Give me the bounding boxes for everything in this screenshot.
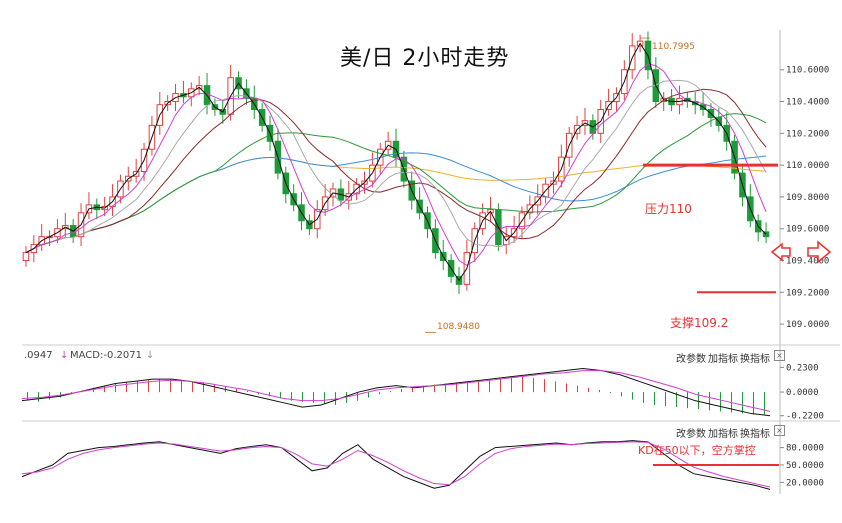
ma-gray-line bbox=[25, 79, 767, 254]
low-price-label: 108.9480 bbox=[437, 322, 480, 332]
price-axis-label: 110.6000 bbox=[786, 66, 829, 76]
macd-axis-label: 0.0000 bbox=[786, 388, 819, 398]
chart-title: 美/日 2小时走势 bbox=[340, 46, 510, 71]
support-label: 支撑109.2 bbox=[670, 316, 729, 330]
ma-magenta-line bbox=[25, 63, 767, 266]
kd-axis-label: 20.0000 bbox=[786, 478, 824, 488]
ma-darkred-line bbox=[25, 88, 767, 254]
candle-up bbox=[22, 252, 30, 262]
price-axis-label: 109.0000 bbox=[786, 320, 829, 330]
price-axis-label: 109.6000 bbox=[786, 225, 829, 235]
high-price-label: 110.7995 bbox=[652, 42, 695, 52]
kd-axis-label: 50.0000 bbox=[786, 461, 824, 471]
macd-line bbox=[21, 367, 771, 417]
resistance-label: 压力110 bbox=[645, 202, 692, 216]
arrow-left-icon bbox=[770, 242, 791, 262]
price-axis-label: 110.4000 bbox=[786, 98, 829, 108]
macd-header-value: .0947 bbox=[24, 350, 53, 361]
kd-k-line bbox=[21, 440, 771, 490]
macd-params-button[interactable]: 改参数 bbox=[676, 354, 706, 365]
kd-axis-label: 80.0000 bbox=[786, 444, 824, 454]
macd-signal-line bbox=[21, 370, 771, 412]
price-axis-label: 110.2000 bbox=[786, 129, 829, 139]
kd-close-icon[interactable]: × bbox=[774, 425, 785, 436]
macd-axis-label: 0.2300 bbox=[786, 363, 819, 373]
ma-black-line bbox=[25, 42, 767, 282]
price-axis-label: 110.0000 bbox=[786, 161, 829, 171]
arrow-right-icon bbox=[807, 240, 832, 264]
macd-close-icon[interactable]: × bbox=[774, 350, 785, 361]
macd-add-indicator-button[interactable]: 加指标 bbox=[708, 354, 738, 365]
kd-swap-indicator-button[interactable]: 换指标 bbox=[740, 429, 770, 440]
price-axis-label: 109.8000 bbox=[786, 193, 829, 203]
kd-annotation-label: KD在50以下，空方掌控 bbox=[638, 444, 756, 457]
kd-d-line bbox=[21, 441, 771, 488]
macd-header-arrow1: ↓ bbox=[60, 350, 69, 361]
macd-axis-label: -0.2200 bbox=[786, 412, 824, 422]
price-axis-label: 109.4000 bbox=[786, 257, 829, 267]
macd-header-arrow2: ↓ bbox=[146, 350, 155, 361]
kd-params-button[interactable]: 改参数 bbox=[676, 429, 706, 440]
price-axis-label: 109.2000 bbox=[786, 288, 829, 298]
macd-swap-indicator-button[interactable]: 换指标 bbox=[740, 354, 770, 365]
kd-add-indicator-button[interactable]: 加指标 bbox=[708, 429, 738, 440]
macd-header-label: MACD:-0.2071 bbox=[70, 350, 142, 361]
